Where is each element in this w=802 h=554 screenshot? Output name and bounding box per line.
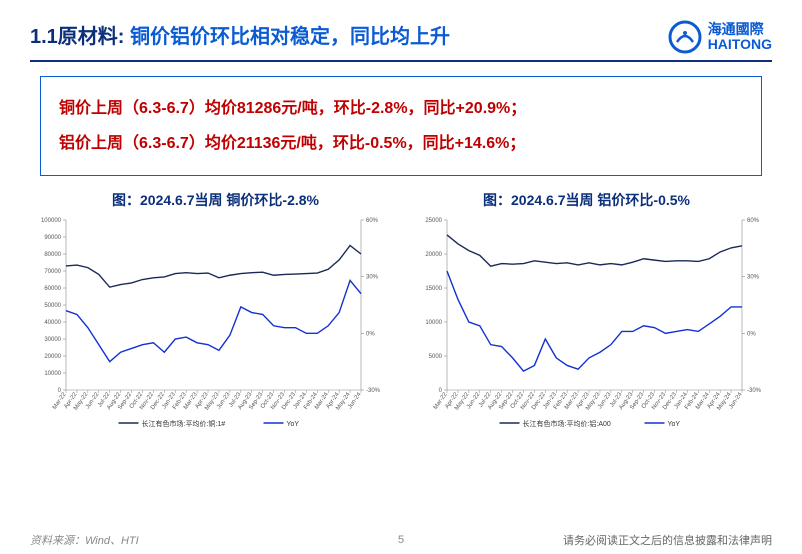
svg-text:-30%: -30% bbox=[747, 388, 762, 394]
slide-header: 1.1原材料: 铜价铝价环比相对稳定，同比均上升 海通國際 HAITONG bbox=[0, 0, 802, 54]
brand-cn: 海通國際 bbox=[708, 22, 772, 37]
svg-text:-30%: -30% bbox=[366, 388, 381, 394]
chart-left: 0100002000030000400005000060000700008000… bbox=[30, 214, 391, 432]
svg-text:10000: 10000 bbox=[425, 320, 442, 326]
svg-text:20000: 20000 bbox=[44, 354, 61, 360]
svg-text:10000: 10000 bbox=[44, 371, 61, 377]
svg-text:0%: 0% bbox=[366, 332, 375, 338]
section-num: 1.1原材料: bbox=[30, 26, 124, 48]
svg-text:60000: 60000 bbox=[44, 286, 61, 292]
chart-left-title: 图：2024.6.7当周 铜价环比-2.8% bbox=[112, 190, 319, 210]
svg-text:60%: 60% bbox=[747, 218, 760, 224]
svg-text:0%: 0% bbox=[747, 332, 756, 338]
svg-text:25000: 25000 bbox=[425, 218, 442, 224]
chart-right: 0500010000150002000025000-30%0%30%60%Mar… bbox=[411, 214, 772, 432]
title-rest: 铜价铝价环比相对稳定，同比均上升 bbox=[124, 26, 450, 48]
svg-text:20000: 20000 bbox=[425, 252, 442, 258]
footer-source: 资料来源：Wind、HTI bbox=[30, 532, 139, 548]
svg-text:70000: 70000 bbox=[44, 269, 61, 275]
svg-text:YoY: YoY bbox=[287, 421, 300, 428]
slide-footer: 资料来源：Wind、HTI 5 请务必阅读正文之后的信息披露和法律声明 bbox=[0, 532, 802, 548]
chart-titles-row: 图：2024.6.7当周 铜价环比-2.8% 图：2024.6.7当周 铝价环比… bbox=[30, 190, 772, 210]
callout-line-1: 铜价上周（6.3-6.7）均价81286元/吨，环比-2.8%，同比+20.9%… bbox=[59, 91, 743, 126]
slide-title: 1.1原材料: 铜价铝价环比相对稳定，同比均上升 bbox=[30, 20, 450, 49]
svg-text:30%: 30% bbox=[747, 275, 760, 281]
brand-en: HAITONG bbox=[708, 37, 772, 52]
svg-text:100000: 100000 bbox=[41, 218, 62, 224]
brand-text: 海通國際 HAITONG bbox=[708, 22, 772, 53]
footer-page: 5 bbox=[398, 534, 404, 546]
svg-text:长江有色市场:平均价:铜:1#: 长江有色市场:平均价:铜:1# bbox=[142, 419, 226, 428]
chart-right-title: 图：2024.6.7当周 铝价环比-0.5% bbox=[483, 190, 690, 210]
callout-line-2: 铝价上周（6.3-6.7）均价21136元/吨，环比-0.5%，同比+14.6%… bbox=[59, 126, 743, 161]
brand-logo: 海通國際 HAITONG bbox=[668, 20, 772, 54]
svg-text:YoY: YoY bbox=[668, 421, 681, 428]
svg-text:90000: 90000 bbox=[44, 235, 61, 241]
svg-text:60%: 60% bbox=[366, 218, 379, 224]
summary-callout: 铜价上周（6.3-6.7）均价81286元/吨，环比-2.8%，同比+20.9%… bbox=[40, 76, 762, 176]
svg-text:30000: 30000 bbox=[44, 337, 61, 343]
svg-text:80000: 80000 bbox=[44, 252, 61, 258]
svg-text:长江有色市场:平均价:铝:A00: 长江有色市场:平均价:铝:A00 bbox=[523, 419, 611, 428]
svg-text:30%: 30% bbox=[366, 275, 379, 281]
footer-disclaimer: 请务必阅读正文之后的信息披露和法律声明 bbox=[563, 532, 772, 548]
haitong-logo-icon bbox=[668, 20, 702, 54]
svg-text:5000: 5000 bbox=[429, 354, 443, 360]
svg-text:40000: 40000 bbox=[44, 320, 61, 326]
svg-text:15000: 15000 bbox=[425, 286, 442, 292]
divider bbox=[30, 60, 772, 62]
charts-row: 0100002000030000400005000060000700008000… bbox=[0, 210, 802, 432]
svg-text:50000: 50000 bbox=[44, 303, 61, 309]
